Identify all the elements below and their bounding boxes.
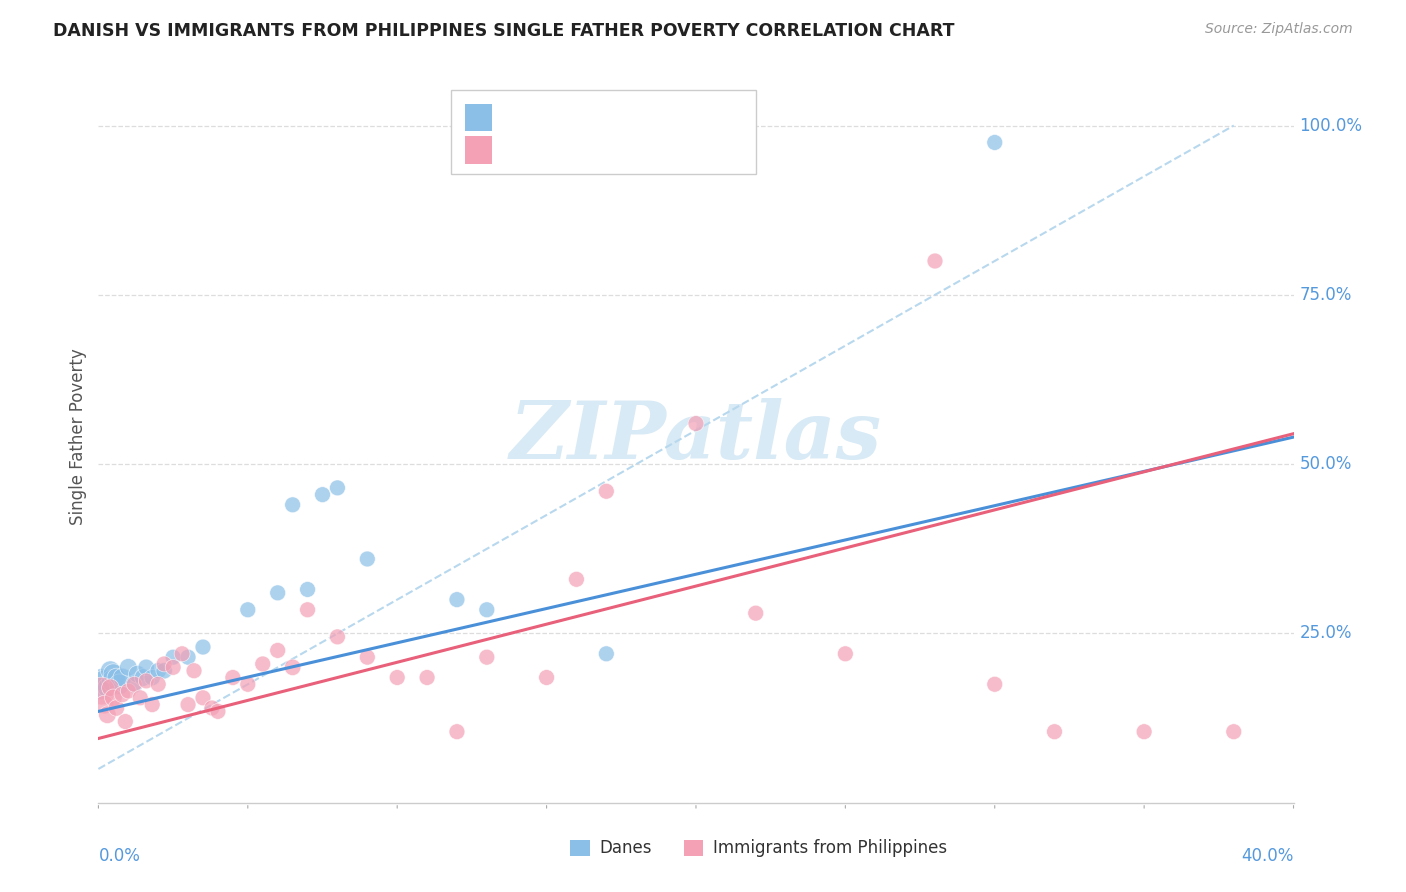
Point: [135, 660, 157, 674]
Point: [416, 671, 439, 685]
Point: [356, 650, 378, 665]
Text: 100.0%: 100.0%: [1299, 117, 1362, 135]
Text: 25.0%: 25.0%: [1299, 624, 1353, 642]
Point: [1223, 724, 1246, 739]
Point: [111, 671, 134, 685]
Point: [595, 484, 617, 499]
Text: 50.0%: 50.0%: [1299, 455, 1353, 473]
Point: [207, 705, 229, 719]
Y-axis label: Single Father Poverty: Single Father Poverty: [69, 349, 87, 525]
Point: [148, 664, 170, 678]
Point: [108, 677, 131, 691]
Text: DANISH VS IMMIGRANTS FROM PHILIPPINES SINGLE FATHER POVERTY CORRELATION CHART: DANISH VS IMMIGRANTS FROM PHILIPPINES SI…: [53, 22, 955, 40]
Point: [105, 671, 128, 685]
Point: [267, 643, 290, 657]
Point: [103, 690, 125, 705]
Point: [1043, 724, 1066, 739]
Point: [141, 698, 163, 712]
Point: [326, 630, 349, 644]
Point: [685, 417, 707, 431]
Point: [281, 660, 304, 674]
Text: ZIPatlas: ZIPatlas: [510, 399, 882, 475]
Point: [103, 673, 125, 688]
Point: [183, 664, 205, 678]
Point: [177, 698, 200, 712]
Text: 40.0%: 40.0%: [1241, 847, 1294, 864]
Point: [98, 664, 122, 678]
Point: [595, 647, 617, 661]
Point: [1133, 724, 1156, 739]
Point: [96, 707, 118, 722]
Point: [475, 650, 498, 665]
Point: [326, 481, 349, 495]
Point: [141, 671, 163, 685]
Point: [90, 677, 112, 691]
FancyBboxPatch shape: [451, 90, 756, 174]
Point: [153, 657, 176, 671]
Point: [162, 650, 184, 665]
Point: [297, 582, 319, 597]
Point: [117, 684, 139, 698]
Point: [565, 572, 588, 586]
Text: R =  0.512   N =  31: R = 0.512 N = 31: [506, 108, 720, 127]
Point: [297, 603, 319, 617]
Point: [236, 677, 259, 691]
Point: [446, 592, 468, 607]
Text: 0.0%: 0.0%: [98, 847, 141, 864]
Point: [148, 677, 170, 691]
Point: [201, 701, 224, 715]
Bar: [571, 840, 589, 856]
Point: [124, 677, 146, 691]
Point: [172, 647, 194, 661]
Text: Danes: Danes: [599, 839, 651, 857]
Point: [114, 714, 136, 729]
Point: [153, 664, 176, 678]
Point: [984, 136, 1007, 150]
Point: [103, 667, 125, 681]
Point: [267, 586, 290, 600]
Bar: [685, 840, 703, 856]
Point: [129, 690, 152, 705]
Point: [93, 673, 115, 688]
Point: [90, 684, 112, 698]
Text: Immigrants from Philippines: Immigrants from Philippines: [713, 839, 946, 857]
Point: [111, 688, 134, 702]
Text: 75.0%: 75.0%: [1299, 285, 1353, 304]
Point: [117, 660, 139, 674]
Point: [162, 660, 184, 674]
Point: [356, 552, 378, 566]
Point: [191, 640, 214, 654]
Point: [177, 650, 200, 665]
Point: [222, 671, 245, 685]
Point: [127, 667, 149, 681]
Point: [536, 671, 558, 685]
Point: [475, 603, 498, 617]
Point: [385, 671, 409, 685]
Point: [124, 677, 146, 691]
Point: [281, 498, 304, 512]
Point: [132, 671, 155, 685]
Point: [924, 254, 946, 268]
Point: [135, 673, 157, 688]
Point: [105, 701, 128, 715]
Text: R =  0.436   N =  45: R = 0.436 N = 45: [506, 140, 720, 159]
Point: [745, 606, 768, 620]
Point: [98, 681, 122, 695]
Point: [834, 647, 856, 661]
Point: [93, 698, 115, 712]
Point: [252, 657, 274, 671]
Bar: [465, 136, 492, 163]
Point: [191, 690, 214, 705]
Text: Source: ZipAtlas.com: Source: ZipAtlas.com: [1205, 22, 1353, 37]
Point: [96, 681, 118, 695]
Point: [984, 677, 1007, 691]
Bar: [465, 103, 492, 131]
Point: [311, 488, 333, 502]
Point: [446, 724, 468, 739]
Point: [236, 603, 259, 617]
